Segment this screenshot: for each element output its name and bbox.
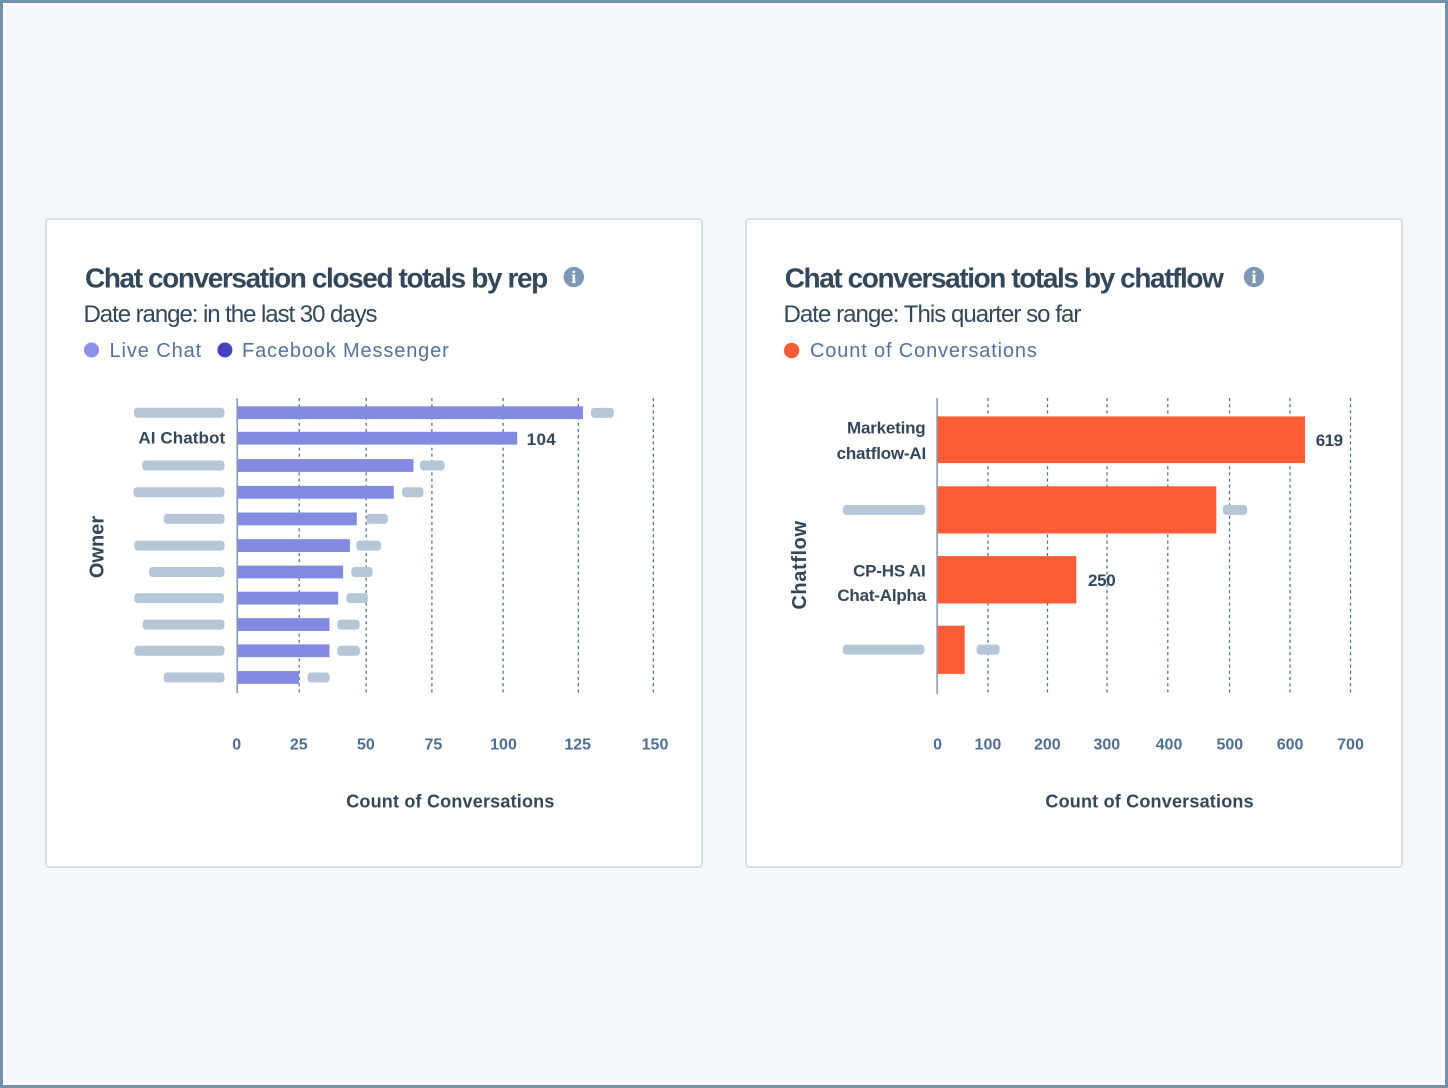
svg-text:104: 104 xyxy=(527,430,557,449)
svg-text:0: 0 xyxy=(933,736,942,753)
svg-text:Facebook Messenger: Facebook Messenger xyxy=(242,340,450,362)
svg-text:Date range: This quarter so fa: Date range: This quarter so far xyxy=(784,301,1082,328)
svg-text:Marketing: Marketing xyxy=(847,419,926,438)
svg-text:Date range: in the last 30 day: Date range: in the last 30 days xyxy=(84,301,378,328)
svg-text:i: i xyxy=(1251,267,1256,287)
svg-text:Owner: Owner xyxy=(87,516,109,578)
svg-text:25: 25 xyxy=(290,736,308,753)
svg-text:Chat conversation totals by ch: Chat conversation totals by chatflow xyxy=(785,262,1224,293)
svg-text:i: i xyxy=(571,267,576,287)
svg-text:Count of Conversations: Count of Conversations xyxy=(810,340,1038,362)
svg-text:300: 300 xyxy=(1093,736,1120,753)
svg-text:400: 400 xyxy=(1156,736,1183,753)
svg-text:200: 200 xyxy=(1034,736,1061,753)
svg-text:150: 150 xyxy=(642,736,669,753)
svg-text:Live Chat: Live Chat xyxy=(110,340,203,362)
svg-text:Count of Conversations: Count of Conversations xyxy=(346,792,554,812)
svg-text:100: 100 xyxy=(490,736,517,753)
svg-text:700: 700 xyxy=(1337,736,1364,753)
svg-text:75: 75 xyxy=(425,736,443,753)
svg-text:Chatflow: Chatflow xyxy=(789,520,811,609)
svg-text:Chat-Alpha: Chat-Alpha xyxy=(837,586,926,605)
svg-text:Count of Conversations: Count of Conversations xyxy=(1045,792,1253,812)
svg-text:600: 600 xyxy=(1277,736,1304,753)
svg-text:100: 100 xyxy=(975,736,1002,753)
svg-text:0: 0 xyxy=(232,736,241,753)
svg-text:619: 619 xyxy=(1316,431,1343,450)
svg-text:Chat conversation closed total: Chat conversation closed totals by rep xyxy=(85,262,547,293)
svg-text:50: 50 xyxy=(357,736,375,753)
svg-text:125: 125 xyxy=(564,736,591,753)
svg-text:chatflow-AI: chatflow-AI xyxy=(837,444,926,463)
svg-text:AI Chatbot: AI Chatbot xyxy=(138,429,225,448)
svg-text:250: 250 xyxy=(1088,571,1115,590)
svg-text:CP-HS AI: CP-HS AI xyxy=(853,562,925,581)
svg-text:500: 500 xyxy=(1216,736,1243,753)
